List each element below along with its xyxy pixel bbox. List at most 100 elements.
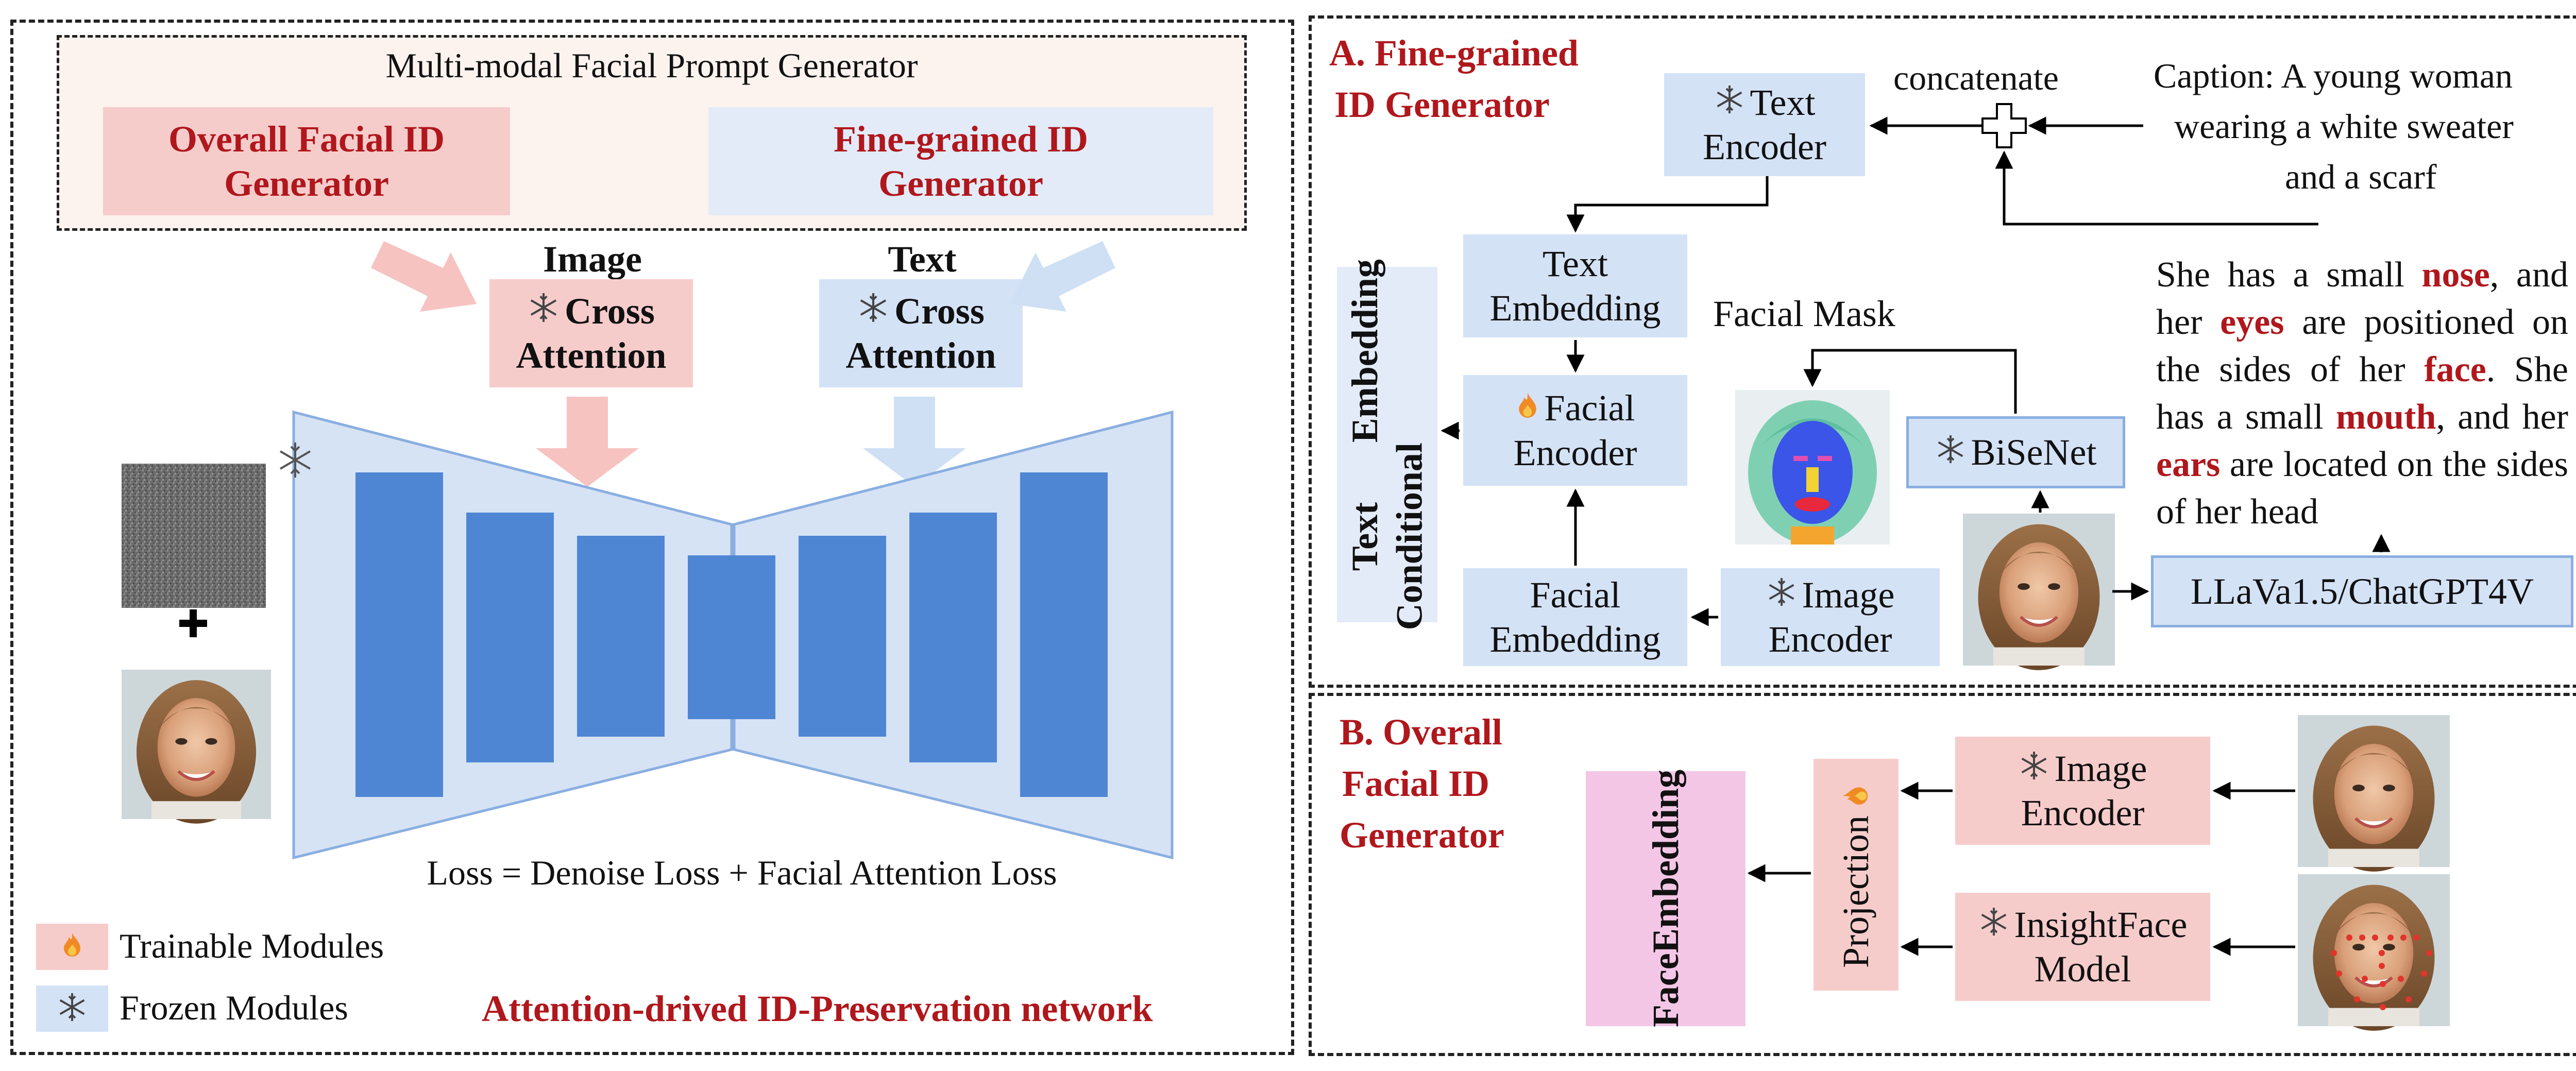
- snowflake-icon: [528, 289, 560, 333]
- unet-diagram: [0, 241, 1174, 860]
- pink-down-arrow: [536, 397, 639, 487]
- description-text-4: . She has a small: [2156, 350, 2568, 437]
- bisenet-label: BiSeNet: [1971, 431, 2097, 473]
- description-text-5: , and her: [2436, 397, 2568, 437]
- trainable-legend-swatch: [36, 924, 108, 970]
- snowflake-icon: [2019, 746, 2049, 791]
- text-cross-label: Cross: [894, 290, 985, 332]
- fire-icon: [61, 932, 83, 961]
- noise-image: [122, 464, 266, 608]
- description-keyword-mouth: mouth: [2335, 397, 2436, 437]
- unet-body: [292, 410, 1174, 860]
- panel-b-title-line3: Generator: [1340, 814, 1504, 856]
- insightface-label-1: InsightFace: [2014, 904, 2188, 945]
- face-embedding-box: Face Embedding: [1586, 770, 1745, 1028]
- facial-encoder-box: Facial Encoder: [1463, 375, 1687, 486]
- snowflake-icon: [57, 992, 88, 1025]
- image-encoder-a-label-1: Image: [1802, 574, 1895, 616]
- face-embedding-label-1: Face: [1645, 953, 1686, 1028]
- caption-line-2: wearing a white sweater: [2174, 107, 2514, 146]
- frozen-legend-label: Frozen Modules: [120, 988, 348, 1027]
- text-cross-attention-box: Cross Attention: [819, 279, 1023, 387]
- panel-a-title-line2: ID Generator: [1334, 84, 1550, 125]
- description-keyword-face: face: [2424, 350, 2486, 389]
- snowflake-icon: [279, 443, 311, 478]
- description-keyword-eyes: eyes: [2220, 302, 2284, 342]
- pink-diagonal-arrow: [371, 241, 477, 312]
- image-cross-label: Cross: [565, 290, 655, 332]
- fine-grained-id-generator-label: Fine-grained ID Generator: [834, 118, 1088, 204]
- text-embedding-label-2: Embedding: [1489, 287, 1661, 329]
- text-conditional-label-1: Text Conditional: [1344, 443, 1430, 631]
- llava-label: LLaVa1.5/ChatGPT4V: [2191, 570, 2534, 612]
- overall-facial-id-generator-box: Overall Facial ID Generator: [103, 107, 510, 215]
- fire-icon: [1516, 386, 1539, 430]
- overall-facial-id-generator-label: Overall Facial ID Generator: [168, 118, 445, 204]
- caption-line-1: Caption: A young woman: [2154, 56, 2513, 95]
- fire-icon: [1841, 774, 1870, 818]
- insightface-box: InsightFace Model: [1955, 893, 2210, 1001]
- panel-a-title-line1: A. Fine-grained: [1329, 32, 1579, 74]
- blue-down-arrow: [863, 397, 966, 487]
- text-encoder-box: Text Encoder: [1664, 73, 1865, 176]
- blue-diagonal-arrow: [1010, 241, 1115, 312]
- concatenate-label: concatenate: [1893, 58, 2059, 97]
- facial-embedding-label-2: Embedding: [1489, 619, 1661, 660]
- image-encoder-b-label-2: Encoder: [2021, 792, 2145, 834]
- facial-embedding-box: Facial Embedding: [1463, 568, 1687, 666]
- panel-b-title-line1: B. Overall: [1340, 711, 1502, 753]
- loss-text: Loss = Denoise Loss + Facial Attention L…: [427, 853, 1057, 892]
- unet-bottleneck-block: [688, 555, 775, 719]
- unet-encoder-block-3: [577, 536, 665, 737]
- snowflake-icon: [1935, 430, 1966, 474]
- insightface-label-2: Model: [2034, 948, 2131, 990]
- projection-label: Projection: [1835, 815, 1877, 968]
- caption-line-3: and a scarf: [2285, 157, 2437, 196]
- panel-a-frame: [1309, 15, 2576, 688]
- unet-decoder-block-1: [799, 536, 886, 737]
- bisenet-box: BiSeNet: [1906, 416, 2125, 488]
- llava-box: LLaVa1.5/ChatGPT4V: [2151, 555, 2573, 627]
- unet-encoder-block-1: [355, 472, 443, 797]
- text-attention-header: Text: [888, 239, 957, 280]
- unet-decoder-block-2: [909, 513, 997, 762]
- text-conditional-label-2: Embedding: [1344, 259, 1386, 443]
- description-keyword-ears: ears: [2156, 445, 2221, 484]
- facial-description: She has a small nose, and her eyes are p…: [2156, 251, 2568, 536]
- snowflake-icon: [857, 289, 889, 333]
- image-attention-header: Image: [543, 239, 642, 280]
- fine-grained-id-generator-box: Fine-grained ID Generator: [708, 107, 1213, 215]
- plus-icon: [179, 609, 207, 637]
- image-cross-attention-box: Cross Attention: [489, 279, 693, 387]
- image-encoder-b-label-1: Image: [2054, 747, 2147, 789]
- face-embedding-label-2: Embedding: [1645, 770, 1686, 954]
- panel-b-frame: [1309, 693, 2576, 1056]
- trainable-legend-label: Trainable Modules: [120, 926, 384, 965]
- text-encoder-label-2: Encoder: [1703, 126, 1826, 167]
- frozen-legend-swatch: [36, 985, 108, 1032]
- unet-decoder-block-3: [1020, 472, 1108, 797]
- text-embedding-label-1: Text: [1543, 243, 1608, 284]
- snowflake-icon: [1978, 903, 2009, 947]
- text-encoder-label-1: Text: [1750, 81, 1816, 123]
- image-attention-label: Attention: [516, 335, 667, 376]
- network-title: Attention-drived ID-Preservation network: [482, 988, 1153, 1029]
- facial-embedding-label-1: Facial: [1530, 574, 1621, 616]
- facial-encoder-label-2: Encoder: [1513, 432, 1637, 473]
- projection-box: Projection: [1814, 759, 1899, 991]
- image-encoder-b-box: Image Encoder: [1955, 737, 2210, 845]
- face-photo: [122, 670, 271, 824]
- left-panel-frame: [10, 20, 1294, 1055]
- panel-b-title-line2: Facial ID: [1342, 763, 1489, 804]
- facial-mask-label: Facial Mask: [1713, 293, 1895, 334]
- description-text-1: She has a small: [2156, 255, 2422, 295]
- unet-encoder-block-2: [466, 513, 554, 762]
- image-encoder-a-box: Image Encoder: [1721, 568, 1940, 666]
- image-encoder-a-label-2: Encoder: [1768, 619, 1892, 660]
- description-keyword-nose: nose: [2421, 255, 2490, 295]
- prompt-generator-title: Multi-modal Facial Prompt Generator: [385, 46, 918, 85]
- text-attention-label: Attention: [845, 335, 996, 376]
- text-conditional-embedding-box: Text Conditional Embedding: [1337, 259, 1437, 630]
- snowflake-icon: [1714, 80, 1745, 125]
- facial-encoder-label-1: Facial: [1544, 387, 1635, 429]
